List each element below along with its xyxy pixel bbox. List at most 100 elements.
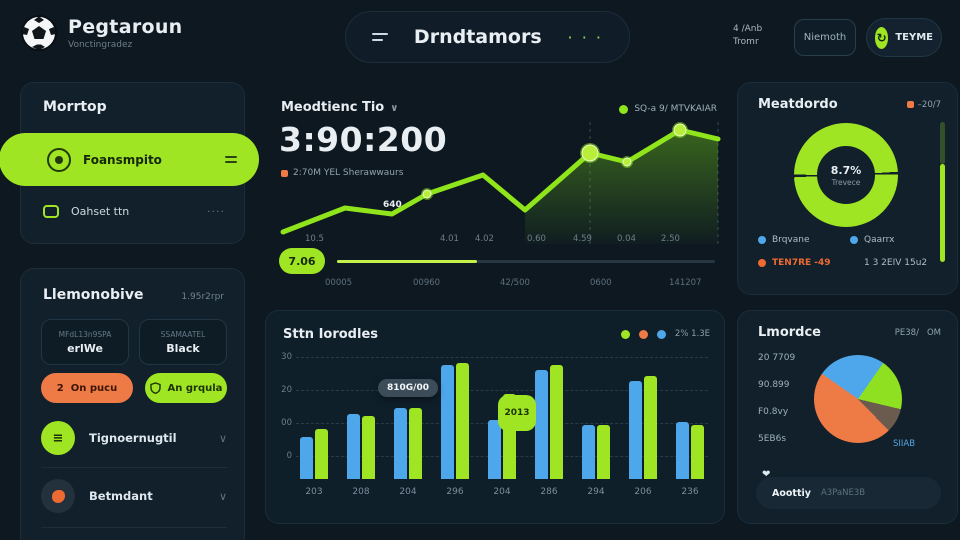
ellipsis-icon[interactable]: ····	[207, 205, 225, 218]
sidebar-active-label: Foansmpito	[83, 152, 162, 167]
bar-green[interactable]	[597, 425, 610, 479]
metric-dropdown[interactable]: Meodtienc Tio ∨	[281, 100, 398, 115]
fire-icon	[41, 479, 75, 513]
shield-icon	[149, 382, 161, 394]
accordion-item-2[interactable]: Betmdant ∨	[41, 479, 227, 513]
sidebar-item-chat[interactable]: Oahset ttn ····	[43, 205, 225, 218]
brand-subtitle: Vonctingradez	[68, 40, 133, 50]
chat-icon	[43, 205, 59, 218]
top-search-bar[interactable]: Drndtamors · · ·	[345, 11, 630, 63]
divider	[41, 527, 227, 528]
bar-blue[interactable]	[676, 422, 689, 479]
bar-blue[interactable]	[394, 408, 407, 479]
pie-meta-2: OM	[926, 327, 941, 338]
bar-green[interactable]	[644, 376, 657, 479]
bar-group	[676, 357, 704, 479]
timeline-slider: 7.06	[265, 248, 725, 276]
bar-blue[interactable]	[629, 381, 642, 479]
donut-card-header: Meatdordo –20/7	[758, 97, 941, 112]
bar-group	[394, 357, 422, 479]
brand-logo[interactable]: Pegtaroun Vonctingradez	[20, 14, 183, 52]
divider	[41, 467, 227, 468]
stat-chip-2-value: Black	[166, 341, 200, 355]
bar-chart-title: Sttn Iorodles	[283, 327, 378, 342]
bar-green[interactable]	[550, 365, 563, 479]
axis-tick: 0600	[590, 278, 612, 288]
sidebar-item-active[interactable]: Foansmpito	[0, 133, 259, 186]
bar-blue[interactable]	[441, 365, 454, 479]
green-action-label: An grqula	[167, 382, 223, 394]
sidebar-section2-meta: 1.95r2rpr	[181, 292, 224, 302]
axis-tick: 0.60	[527, 234, 546, 244]
sidebar-section1-title: Morrtop	[43, 99, 107, 115]
bar-blue[interactable]	[582, 425, 595, 479]
point-value-label: 640	[383, 200, 402, 210]
bar-green[interactable]	[409, 408, 422, 479]
chevron-down-icon: ∨	[390, 103, 399, 114]
top-bar: Pegtaroun Vonctingradez Drndtamors · · ·…	[0, 0, 960, 76]
refresh-icon: ↻	[875, 26, 889, 49]
slider-value-pill[interactable]: 7.06	[279, 248, 325, 274]
bar-green[interactable]	[456, 363, 469, 479]
donut-legend-item: Brqvane	[758, 235, 850, 245]
sidebar-section2-header: Llemonobive 1.95r2rpr	[43, 287, 224, 303]
gridline	[296, 456, 708, 457]
green-action-button[interactable]: An grqula	[145, 373, 227, 403]
scrollbar[interactable]	[940, 122, 945, 262]
axis-tick: 00960	[413, 278, 441, 288]
stat-chip-1-value: erlWe	[67, 341, 103, 355]
secondary-button[interactable]: Niemoth	[794, 19, 856, 56]
x-axis-label: 204	[399, 487, 417, 497]
hamburger-icon[interactable]	[372, 33, 388, 41]
pie-meta-1: PE38/	[894, 327, 919, 338]
donut-meta-label: –20/7	[917, 99, 941, 110]
menu-icon[interactable]	[225, 156, 237, 163]
pie-card-header: Lmordce PE38/ OM	[758, 325, 941, 340]
stat-chip-1-label: MFdL13n9SPA	[58, 329, 112, 339]
legend-dot-icon	[758, 259, 766, 267]
sidebar-panel-card: Llemonobive 1.95r2rpr MFdL13n9SPA erlWe …	[20, 268, 245, 540]
donut-center-value: 8.7%	[830, 163, 862, 177]
line-chart-legend: SQ-a 9/ MTVKAIAR	[619, 104, 717, 114]
bar-blue[interactable]	[488, 420, 501, 479]
metric-big-value: 3:90:200	[279, 120, 448, 159]
profile-button[interactable]: ↻ TEYME	[866, 18, 942, 57]
scrollbar-track-segment	[940, 122, 945, 164]
heart-icon[interactable]: ❤	[762, 469, 771, 480]
pie-stat-row: 90.899	[758, 380, 790, 390]
bar-green[interactable]	[315, 429, 328, 479]
planet-icon: ≡	[41, 421, 75, 455]
bar-blue[interactable]	[300, 437, 313, 479]
y-axis-tick: 0	[286, 451, 292, 461]
bar-green[interactable]	[362, 416, 375, 479]
stat-chip-1[interactable]: MFdL13n9SPA erlWe	[41, 319, 129, 365]
stat-chips: MFdL13n9SPA erlWe SSAMAATEL Black	[41, 319, 227, 365]
axis-tick: 2.50	[661, 234, 680, 244]
stat-chip-2[interactable]: SSAMAATEL Black	[139, 319, 227, 365]
scrollbar-thumb[interactable]	[940, 164, 945, 262]
slider-track[interactable]	[337, 260, 715, 263]
legend-dot-green-icon	[620, 329, 630, 339]
more-options-icon[interactable]: · · ·	[567, 27, 603, 47]
bar-blue[interactable]	[347, 414, 360, 479]
bar-blue[interactable]	[535, 370, 548, 479]
bar-group	[582, 357, 610, 479]
top-meta-line1: 4 /Anb	[733, 24, 763, 34]
pie-footer-button[interactable]: Aoottiy A3PaNE3B	[756, 477, 941, 509]
pie-stat-row: F0.8vy	[758, 407, 789, 417]
soccer-ball-icon	[21, 15, 57, 51]
orange-action-button[interactable]: 2 On pucu	[41, 373, 133, 403]
male-icon: 2	[56, 382, 64, 394]
slider-fill	[337, 260, 477, 263]
bar-plot-area: 30 20 00 0	[281, 352, 708, 479]
y-axis-tick: 20	[281, 385, 292, 395]
metric-subtitle: 2:70M YEL Sherawwaurs	[293, 168, 404, 178]
accordion-item-1[interactable]: ≡ Tignoernugtil ∨	[41, 421, 227, 455]
donut-legend-label: TEN7RE -49	[772, 258, 831, 268]
donut-chart: 8.7% Trevece	[794, 123, 898, 227]
legend-dot-icon	[850, 236, 858, 244]
bar-green[interactable]	[691, 425, 704, 479]
sidebar-nav-card: Morrtop Foansmpito Oahset ttn ····	[0, 82, 259, 244]
gridline	[296, 357, 708, 358]
